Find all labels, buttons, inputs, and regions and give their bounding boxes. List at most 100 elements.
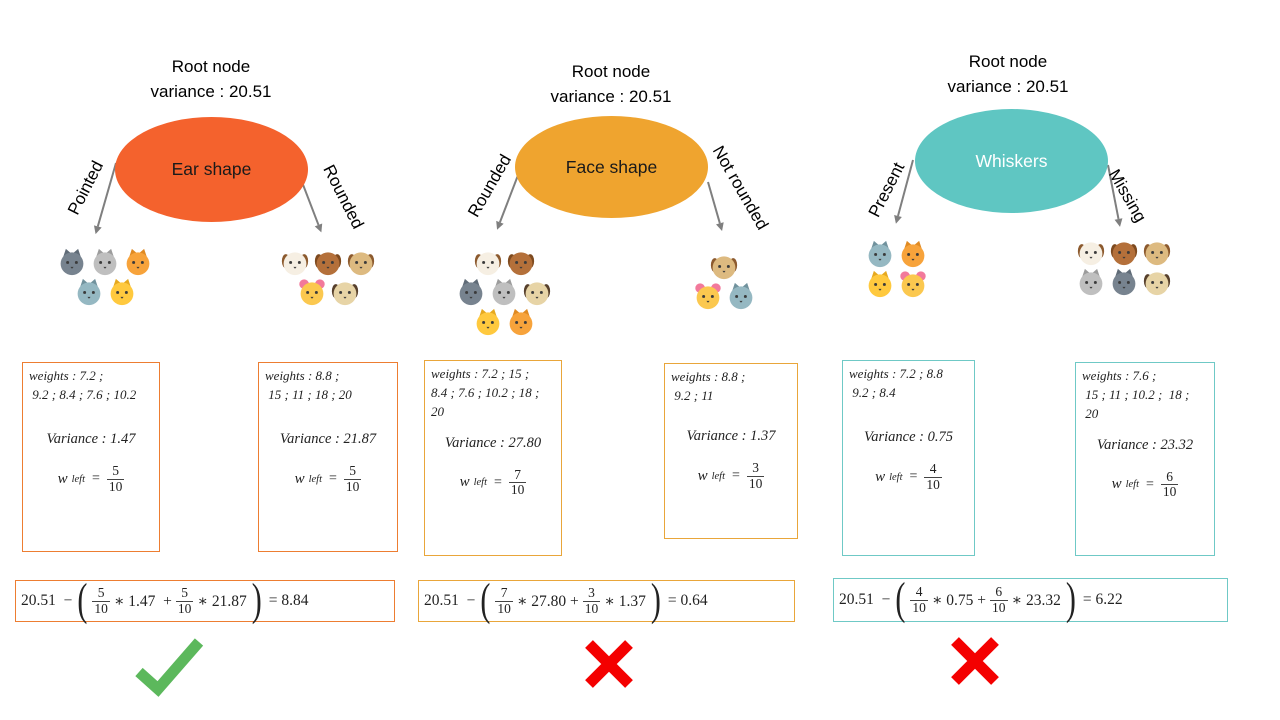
dog-spotted-icon [281,248,309,276]
right-weights-text: weights : 8.8 ; 15 ; 11 ; 18 ; 20 [265,368,352,402]
root-node-label: Root node variance : 20.51 [898,50,1118,99]
formula-term1: ∗ 27.80 + [516,592,579,610]
root-node-variance: variance : 20.51 [550,86,672,106]
cat-dark-icon [1110,268,1138,296]
cat-dark-icon [457,278,485,306]
cat-tiger-icon [866,270,894,298]
hamster-icon [694,282,722,310]
wolf-icon [866,240,894,268]
equals-sign: = [909,469,918,485]
dog-pug-icon [331,278,359,306]
right-variance-text: Variance : 23.32 [1096,436,1194,453]
cat-gray-icon [1077,268,1105,296]
w-superscript: left [711,470,726,482]
cat-tiger-icon [108,278,136,306]
root-node-label: Root node variance : 20.51 [501,60,721,109]
right-weights-text: weights : 7.6 ; 15 ; 11 ; 10.2 ; 18 ; 20 [1082,368,1190,421]
dog-spotted-icon [474,248,502,276]
left-weights-text: weights : 7.2 ; 8.8 9.2 ; 8.4 [849,366,943,400]
w-superscript: left [473,477,488,489]
fraction: 3 10 [746,459,765,491]
dog-bernard-icon [314,248,342,276]
close-paren: ) [650,575,661,625]
root-node-title: Root node [968,52,1048,71]
left-weight-fraction: w left = 4 10 [849,460,968,493]
root-node-variance: variance : 20.51 [947,76,1069,96]
formula-term2: ∗ 1.37 [604,592,646,610]
w-superscript: left [308,473,323,485]
left-variance-text: Variance : 1.47 [46,430,136,447]
left-variance-text: Variance : 0.75 [864,428,953,445]
equals-sign: = [329,471,337,487]
formula-result: = 8.84 [268,592,309,609]
formula-result: = 0.64 [667,592,708,609]
w-symbol: w [1111,476,1122,493]
cat-gray-icon [490,278,518,306]
left-stats-box: weights : 7.2 ; 15 ; 8.4 ; 7.6 ; 10.2 ; 1… [424,360,562,556]
left-branch-label: Rounded [464,151,516,221]
w-superscript: left [889,471,903,483]
formula-term1: ∗ 0.75 + [931,591,987,609]
cross-icon [582,637,636,696]
right-animal-group [668,252,780,310]
fraction: 5 10 [343,462,362,494]
hamster-icon [298,278,326,306]
dog-puppy-icon [347,248,375,276]
left-weight-fraction: w left = 5 10 [29,462,153,495]
fraction: 4 10 [924,460,942,492]
feature-node-label: Whiskers [975,150,1048,171]
w-superscript: left [1125,479,1140,491]
check-icon [133,636,205,703]
open-paren: ( [895,574,906,624]
tree-column: Root node variance : 20.51 Whiskers Pres… [830,0,1280,720]
w-symbol: w [875,468,886,485]
w-superscript: left [71,473,86,485]
formula-lead: 20.51 − [839,591,891,608]
cat-tiger-icon [474,308,502,336]
formula-term2: ∗ 23.32 [1011,591,1061,609]
formula-term1: ∗ 1.47 + [113,592,172,610]
right-animal-group [266,248,390,306]
tree-column: Root node variance : 20.51 Ear shape Poi… [0,0,410,720]
root-node-title: Root node [571,62,651,81]
open-paren: ( [480,575,491,625]
wolf-icon [727,282,755,310]
feature-node-label: Ear shape [171,159,252,179]
open-paren: ( [77,575,88,625]
wolf-icon [75,278,103,306]
feature-node: Ear shape [115,117,308,222]
cat-orange-icon [124,248,152,276]
right-branch-arrow [707,181,721,224]
dog-bernard-icon [507,248,535,276]
formula-result: = 6.22 [1082,591,1123,608]
fraction: 7 10 [495,584,513,616]
fraction: 7 10 [508,466,527,498]
left-stats-box: weights : 7.2 ; 9.2 ; 8.4 ; 7.6 ; 10.2 V… [22,362,160,552]
left-stats-box: weights : 7.2 ; 8.8 9.2 ; 8.4 Variance :… [842,360,975,556]
formula-lead: 20.51 − [424,592,476,609]
root-node-variance: variance : 20.51 [150,81,272,101]
dog-puppy-icon [1143,238,1171,266]
right-weight-fraction: w left = 6 10 [1082,469,1208,501]
left-variance-text: Variance : 27.80 [444,434,542,451]
hamster-icon [899,270,927,298]
left-weight-fraction: w left = 7 10 [431,466,555,499]
right-stats-box: weights : 8.8 ; 9.2 ; 11 Variance : 1.37… [664,363,798,539]
formula-term2: ∗ 21.87 [197,592,247,610]
left-animal-group [854,240,938,298]
variance-reduction-formula: 20.51 − ( 7 10 ∗ 27.80 + 3 10 ∗ 1.37 ) =… [418,575,795,625]
dog-pug-icon [1143,268,1171,296]
close-paren: ) [1065,574,1076,624]
right-branch-arrow [301,181,320,226]
fraction: 6 10 [990,583,1008,615]
cat-orange-icon [899,240,927,268]
left-weights-text: weights : 7.2 ; 15 ; 8.4 ; 7.6 ; 10.2 ; 1… [431,366,540,419]
fraction: 5 10 [106,462,125,494]
equals-sign: = [494,474,502,490]
feature-node: Face shape [515,116,708,218]
cat-dark-icon [58,248,86,276]
cat-gray-icon [91,248,119,276]
variance-reduction-formula: 20.51 − ( 5 10 ∗ 1.47 + 5 10 ∗ 21.87 ) =… [15,575,395,625]
left-weights-text: weights : 7.2 ; 9.2 ; 8.4 ; 7.6 ; 10.2 [29,368,137,402]
right-variance-text: Variance : 21.87 [279,430,377,447]
